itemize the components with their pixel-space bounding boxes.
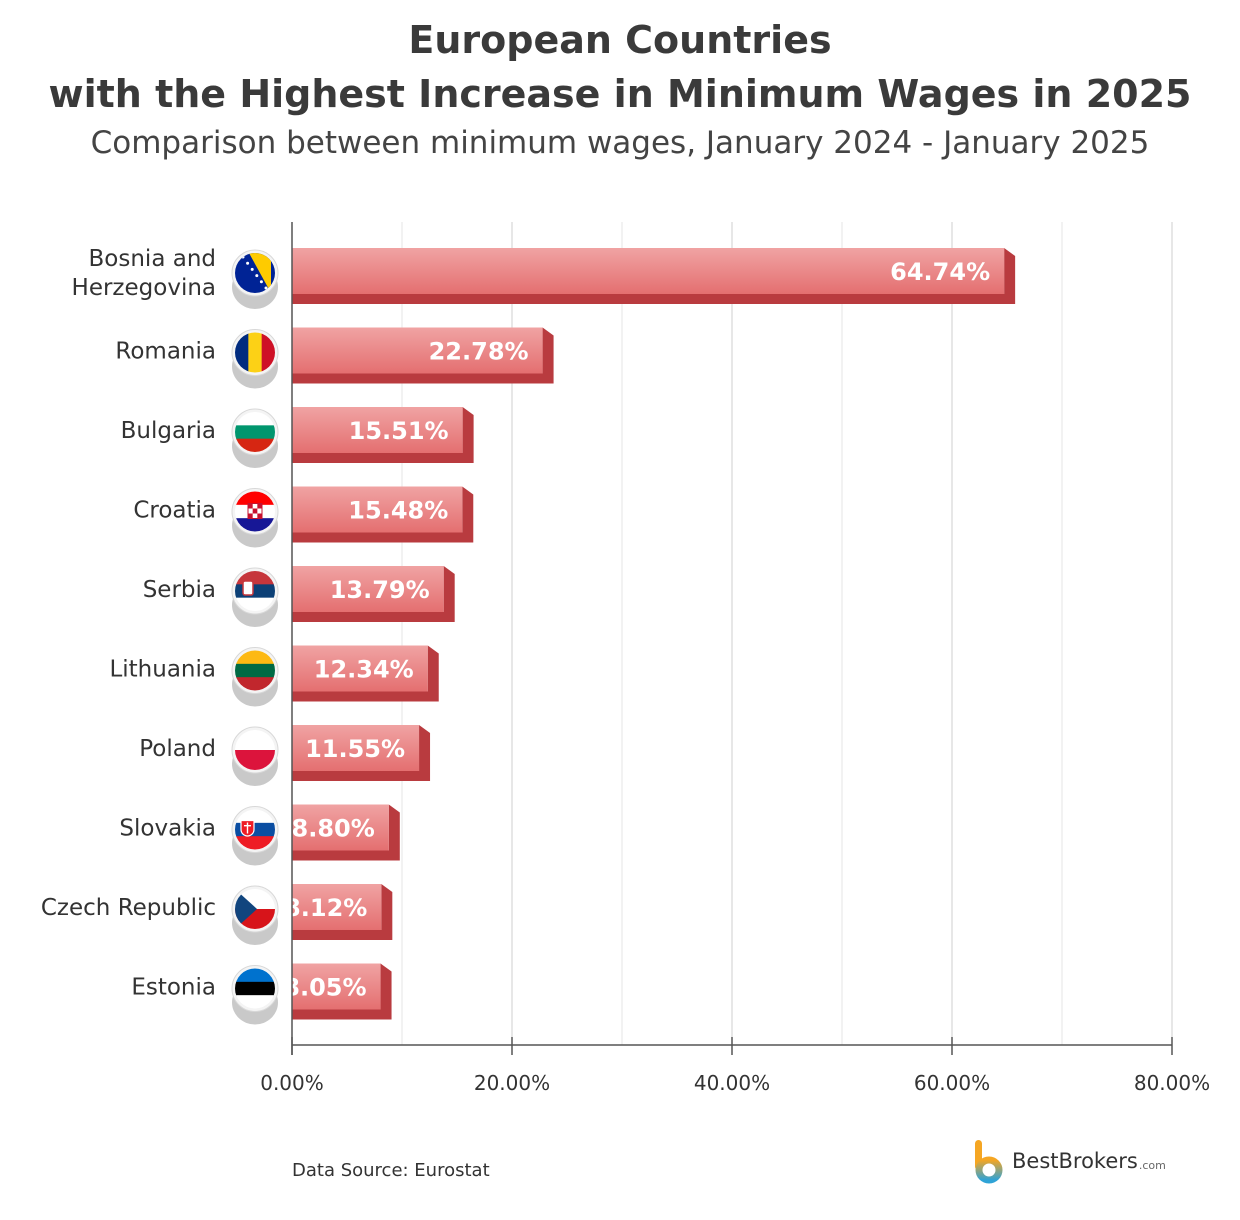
- bestbrokers-logo-icon: [975, 1140, 1003, 1184]
- poland-flag-icon: [231, 726, 279, 786]
- czech-flag-icon: [231, 885, 279, 945]
- bar: [292, 486, 463, 533]
- value-label: 8.05%: [283, 974, 366, 1002]
- category-label: Croatia: [133, 498, 216, 524]
- slovakia-flag-icon: [231, 806, 279, 866]
- bar-shadow: [292, 486, 474, 543]
- brand-suffix: .com: [1138, 1158, 1166, 1172]
- bar-shadow: [292, 963, 392, 1020]
- chart-title-line2: with the Highest Increase in Minimum Wag…: [48, 72, 1192, 116]
- category-label: Lithuania: [109, 657, 216, 683]
- category-label: Czech Republic: [41, 895, 216, 921]
- bar: [292, 327, 543, 374]
- category-label: Estonia: [131, 975, 216, 1001]
- value-label: 64.74%: [890, 258, 990, 286]
- bulgaria-flag-icon: [231, 408, 279, 468]
- bar-shadow: [292, 884, 393, 940]
- x-tick-label: 40.00%: [694, 1071, 770, 1095]
- bar: [292, 804, 389, 851]
- category-label: Poland: [139, 736, 216, 762]
- romania-flag-icon: [231, 329, 279, 389]
- value-label: 12.34%: [314, 656, 414, 684]
- x-tick-label: 20.00%: [474, 1071, 550, 1095]
- bar-shadow: [292, 327, 554, 384]
- bar-shadow: [292, 725, 431, 781]
- chart-subtitle: Comparison between minimum wages, Januar…: [90, 125, 1150, 161]
- estonia-flag-icon: [231, 965, 279, 1025]
- category-label: Romania: [115, 339, 216, 365]
- bar: [292, 407, 463, 453]
- bar: [292, 963, 381, 1010]
- x-tick-label: 80.00%: [1134, 1071, 1210, 1095]
- bar-shadow: [292, 804, 400, 861]
- category-label: Bosnia and Herzegovina: [72, 246, 216, 301]
- category-label: Slovakia: [119, 816, 216, 842]
- lithuania-flag-icon: [231, 647, 279, 707]
- brand-name: BestBrokers: [1012, 1149, 1138, 1173]
- serbia-flag-icon: [231, 567, 279, 627]
- x-tick-label: 0.00%: [260, 1071, 324, 1095]
- value-label: 15.48%: [348, 497, 448, 525]
- brand-logo: BestBrokers .com: [972, 1138, 1166, 1184]
- croatia-flag-icon: [231, 488, 279, 548]
- category-label: Bulgaria: [121, 418, 216, 444]
- bar: [292, 248, 1005, 294]
- value-label: 22.78%: [429, 338, 529, 366]
- category-label: Serbia: [143, 577, 216, 603]
- value-label: 11.55%: [305, 735, 405, 763]
- value-label: 8.12%: [284, 894, 367, 922]
- bar-shadow: [292, 645, 439, 702]
- bar-shadow: [292, 566, 455, 622]
- bosnia-flag-icon: [231, 249, 279, 309]
- chart-title-line1: European Countries: [408, 18, 832, 62]
- bar-shadow: [292, 407, 474, 463]
- bar-shadow: [292, 248, 1016, 304]
- data-source: Data Source: Eurostat: [292, 1160, 490, 1181]
- value-label: 8.80%: [292, 815, 375, 843]
- value-label: 13.79%: [330, 576, 430, 604]
- bar-chart: 64.74% Bosnia and Herzegovina 22.78% Romania…: [41, 222, 1210, 1095]
- x-tick-label: 60.00%: [914, 1071, 990, 1095]
- value-label: 15.51%: [349, 417, 449, 445]
- bar: [292, 645, 428, 692]
- bar: [292, 566, 444, 612]
- bar: [292, 725, 420, 771]
- bar: [292, 884, 382, 930]
